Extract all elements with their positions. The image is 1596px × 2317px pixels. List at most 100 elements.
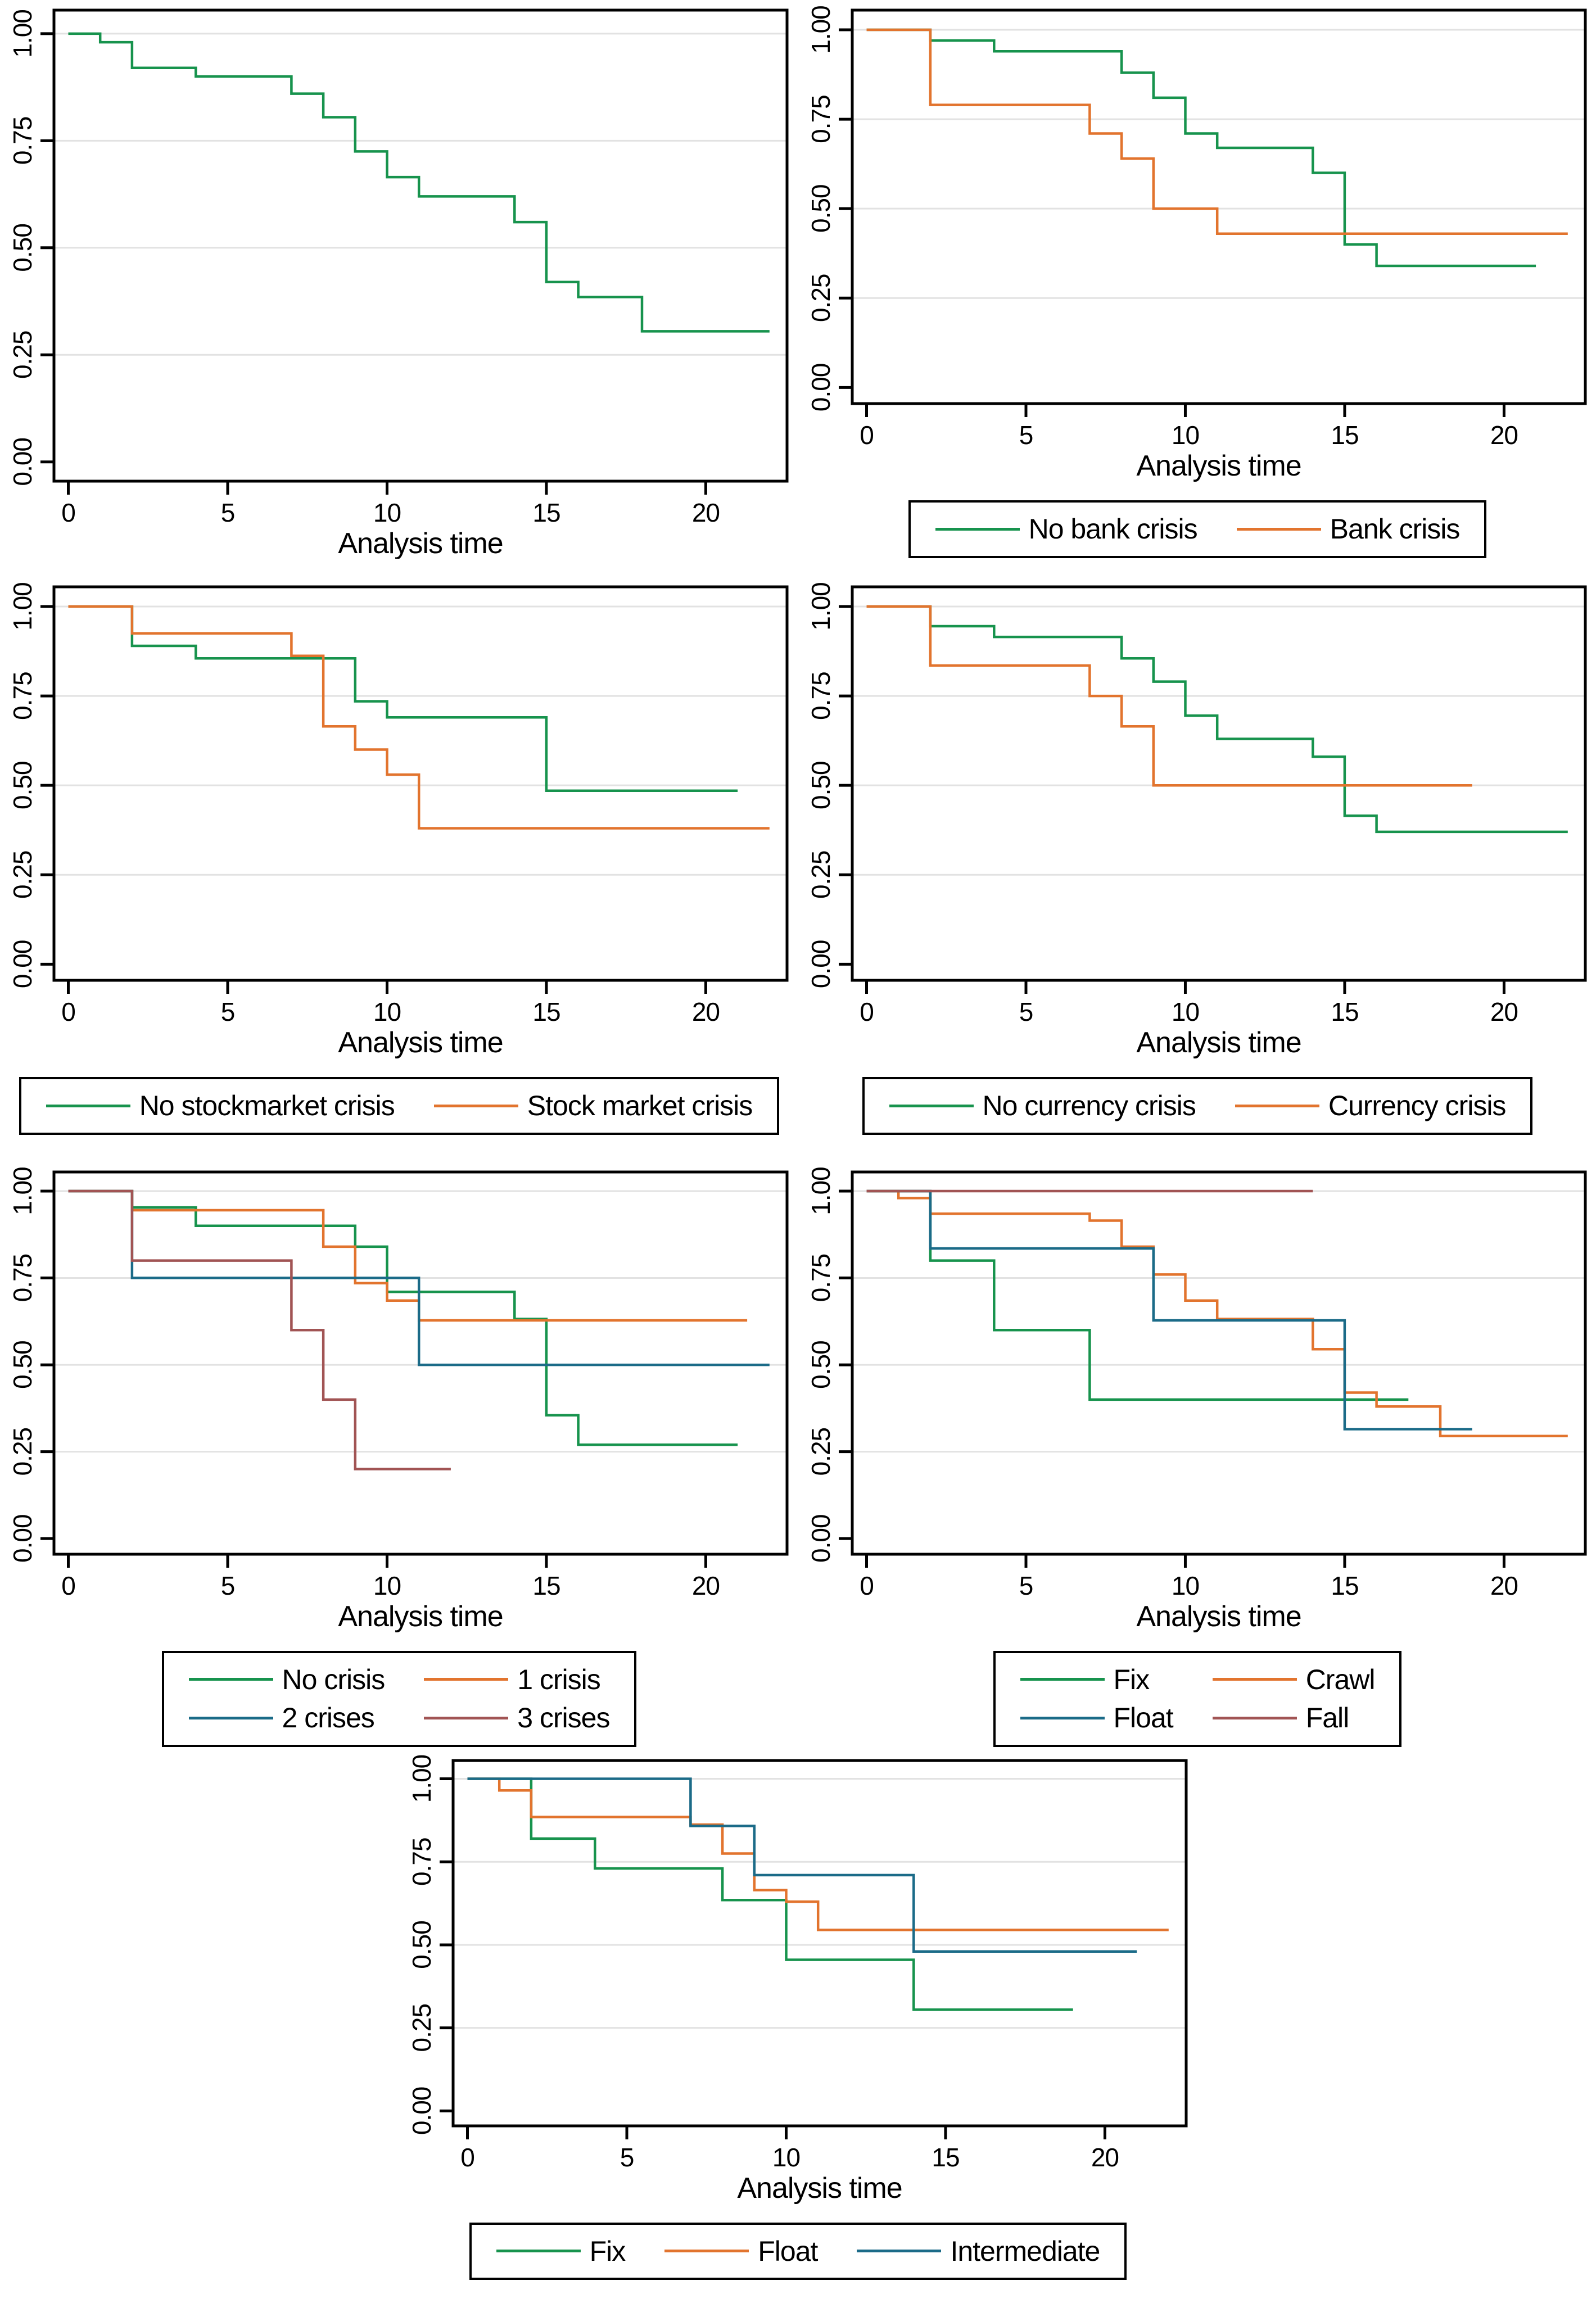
figure-row-1: 0.00 0.25 0.50 0.75 1.00 0 5 10 15 20 Analysis tim…: [0, 2, 1596, 559]
legend-currency-crisis: No currency crisis Currency crisis: [862, 1077, 1533, 1135]
legend-item-stock-market-crisis: Stock market crisis: [433, 1088, 753, 1124]
y-tick-label: 0.25: [806, 1427, 835, 1476]
legend-item-intermediate: Intermediate: [857, 2234, 1100, 2269]
legend-label-bank-crisis: Bank crisis: [1330, 513, 1461, 545]
x-tick-label: 10: [772, 2143, 799, 2172]
y-tick-label: 1.00: [806, 6, 835, 54]
panel-stockmarket-crisis: 0.00 0.25 0.50 0.75 1.00 0 5 10 15 20 Analysis tim…: [0, 579, 798, 1135]
y-tick-label: 0.50: [806, 184, 835, 233]
legend-item-no-crisis: No crisis: [188, 1662, 385, 1698]
y-tick-label: 0.00: [8, 1514, 37, 1563]
legend-line-swatch-no-bank-crisis: [935, 527, 1020, 531]
legend-item-fix: Fix: [1020, 1662, 1173, 1698]
legend-line-swatch-crawl: [1212, 1678, 1297, 1681]
legend-line-swatch-stock-market-crisis: [433, 1104, 518, 1107]
legend-line-swatch-fix: [496, 2250, 581, 2253]
series-line-bank-crisis: [866, 28, 1568, 235]
legend-line-swatch-fall: [1212, 1716, 1297, 1719]
figure-row-4: 0.00 0.25 0.50 0.75 1.00 0 5 10 15 20 Analysis tim…: [0, 1753, 1596, 2280]
x-tick-label: 20: [692, 997, 720, 1026]
x-tick-label: 20: [1091, 2143, 1118, 2172]
legend-line-swatch-float: [664, 2250, 749, 2253]
y-tick-label: 0.25: [8, 331, 37, 379]
x-tick-label: 15: [1331, 997, 1358, 1026]
legend-label-no-stockmarket-crisis: No stockmarket crisis: [139, 1090, 395, 1121]
y-tick-label: 0.75: [806, 672, 835, 720]
panel-currency-crisis: 0.00 0.25 0.50 0.75 1.00 0 5 10 15 20 Analysis tim…: [798, 579, 1596, 1135]
y-tick-label: 0.50: [806, 761, 835, 809]
x-axis-label: Analysis time: [338, 1026, 503, 1059]
legend-item-3-crises: 3 crises: [424, 1700, 610, 1736]
series-line-fix: [866, 1189, 1409, 1401]
legend-item-1-crisis: 1 crisis: [424, 1662, 609, 1698]
plot-border: [52, 8, 789, 483]
y-tick-label: 0.75: [806, 1253, 835, 1302]
legend-item-crawl: Crawl: [1212, 1662, 1375, 1698]
y-tick-label: 1.00: [806, 1167, 835, 1215]
y-tick-label: 0.75: [806, 95, 835, 143]
x-tick-label: 20: [1490, 420, 1518, 450]
y-tick-label: 1.00: [8, 10, 37, 58]
x-axis-label: Analysis time: [338, 527, 503, 559]
x-axis-label: Analysis time: [338, 1600, 503, 1633]
legend-label-fall: Fall: [1305, 1702, 1350, 1734]
series-line-no-crisis: [68, 1189, 738, 1446]
x-tick-label: 20: [1490, 997, 1518, 1026]
x-tick-label: 0: [860, 1571, 874, 1600]
legend-line-swatch-bank-crisis: [1236, 527, 1321, 531]
legend-item-float: Float: [664, 2234, 818, 2269]
y-tick-label: 1.00: [8, 582, 37, 631]
plot-border: [52, 585, 789, 982]
plot-border: [851, 585, 1587, 982]
series-line-fix: [467, 1777, 1073, 2011]
legend-label-fix: Fix: [1113, 1663, 1150, 1695]
x-tick-label: 5: [1019, 1571, 1033, 1600]
legend-wrap-bank-crisis: No bank crisis Bank crisis: [908, 500, 1487, 558]
legend-item-no-bank-crisis: No bank crisis: [935, 512, 1198, 547]
x-axis-label: Analysis time: [1136, 1026, 1301, 1059]
x-tick-label: 5: [221, 1571, 235, 1600]
legend-label-float: Float: [1113, 1702, 1174, 1734]
x-axis-label: Analysis time: [1136, 1600, 1301, 1633]
x-tick-label: 10: [1172, 420, 1199, 450]
series-line-1-crisis: [68, 1189, 748, 1322]
series-line-no-currency-crisis: [866, 605, 1568, 834]
legend-regime-fix-crawl-float-fall: Fix Crawl Float Fall: [993, 1650, 1402, 1747]
x-tick-label: 0: [61, 498, 75, 527]
legend-label-intermediate: Intermediate: [950, 2235, 1100, 2267]
y-tick-label: 1.00: [8, 1167, 37, 1215]
legend-label-2-crises: 2 crises: [282, 1702, 375, 1734]
x-tick-label: 15: [932, 2143, 959, 2172]
legend-bank-crisis: No bank crisis Bank crisis: [908, 500, 1487, 558]
y-tick-label: 0.50: [8, 224, 37, 272]
panel-overall-survival: 0.00 0.25 0.50 0.75 1.00 0 5 10 15 20 Analysis tim…: [0, 2, 798, 559]
x-tick-label: 5: [221, 498, 235, 527]
legend-item-no-stockmarket-crisis: No stockmarket crisis: [46, 1088, 395, 1124]
legend-wrap-crisis-count: No crisis 1 crisis 2 crises 3 crises: [161, 1650, 637, 1747]
legend-wrap-stockmarket-crisis: No stockmarket crisis Stock market crisis: [19, 1077, 780, 1135]
x-tick-label: 0: [860, 420, 874, 450]
series-line-no-stockmarket-crisis: [68, 605, 738, 792]
plot-border: [52, 1170, 789, 1555]
chart-regime-fix-float-intermediate: 0.00 0.25 0.50 0.75 1.00 0 5 10 15 20 Analysis tim…: [407, 1754, 1187, 2205]
legend-line-swatch-currency-crisis: [1235, 1104, 1319, 1107]
x-tick-label: 20: [692, 1571, 720, 1600]
x-tick-label: 20: [692, 498, 720, 527]
panel-crisis-count: 0.00 0.25 0.50 0.75 1.00 0 5 10 15 20 Analysis tim…: [0, 1164, 798, 1747]
legend-wrap-currency-crisis: No currency crisis Currency crisis: [862, 1077, 1533, 1135]
legend-wrap-regime-fix-crawl-float-fall: Fix Crawl Float Fall: [993, 1650, 1402, 1747]
chart-overall-survival: 0.00 0.25 0.50 0.75 1.00 0 5 10 15 20 Analysis tim…: [8, 8, 789, 559]
y-tick-label: 0.25: [806, 851, 835, 899]
y-tick-label: 0.25: [806, 274, 835, 323]
legend-line-swatch-1-crisis: [424, 1678, 509, 1681]
plot-border: [851, 8, 1587, 405]
y-tick-label: 1.00: [806, 582, 835, 631]
series-line-no-bank-crisis: [866, 28, 1536, 268]
panel-regime-fix-float-intermediate: 0.00 0.25 0.50 0.75 1.00 0 5 10 15 20 Analysis tim…: [399, 1753, 1197, 2280]
x-tick-label: 15: [532, 997, 560, 1026]
legend-line-swatch-fix: [1020, 1678, 1105, 1681]
y-tick-label: 0.75: [8, 1253, 37, 1302]
legend-line-swatch-2-crises: [188, 1716, 273, 1719]
x-tick-label: 10: [373, 997, 401, 1026]
